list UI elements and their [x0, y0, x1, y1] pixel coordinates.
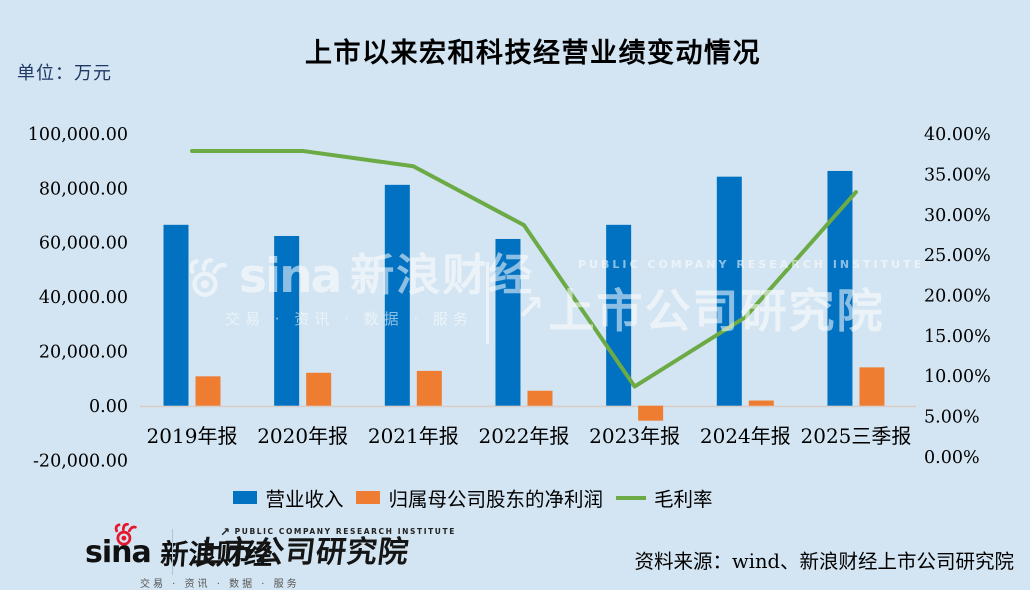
revenue-bar-2019年报 [163, 224, 189, 406]
right-axis-tick: 15.00% [924, 327, 991, 347]
x-axis-label: 2024年报 [700, 424, 791, 448]
margin-line-swatch [616, 495, 646, 500]
left-axis-tick: -20,000.00 [33, 451, 128, 471]
right-axis-tick: 20.00% [924, 287, 991, 307]
profit-bar-2025三季报 [859, 367, 885, 406]
page-title: 上市以来宏和科技经营业绩变动情况 [305, 38, 761, 69]
institute-logo-en: ↗ PUBLIC COMPANY RESEARCH INSTITUTE [220, 524, 456, 539]
right-axis-tick: 30.00% [924, 206, 991, 226]
profit-bar-2021年报 [416, 370, 442, 406]
right-axis-tick: 0.00% [924, 448, 980, 468]
watermark-sina-word: sina [239, 248, 342, 304]
left-axis-tick: 40,000.00 [39, 288, 128, 308]
profit-bar-2019年报 [195, 376, 221, 406]
right-axis-tick: 25.00% [924, 246, 991, 266]
profit-bar-2024年报 [748, 400, 774, 406]
x-axis-label: 2025三季报 [801, 424, 912, 448]
x-axis-label: 2019年报 [147, 424, 238, 448]
revenue-bar-2023年报 [606, 224, 632, 406]
gross-margin-line [190, 148, 858, 389]
left-axis-tick: 80,000.00 [39, 179, 128, 199]
left-axis-tick: 60,000.00 [39, 234, 128, 254]
institute-cn-text: 上市公司研究院 [189, 535, 412, 570]
right-axis-tick: 40.00% [924, 125, 991, 145]
legend-item-profit: 归属母公司股东的净利润 [356, 483, 603, 512]
footer: sina 新浪财经 交易 · 资讯 · 数据 · 服务 ↗ PUBLIC COM… [0, 519, 1030, 590]
revenue-bar-2020年报 [274, 235, 300, 406]
institute-en-text: PUBLIC COMPANY RESEARCH INSTITUTE [234, 527, 456, 536]
watermark-institute-en: PUBLIC COMPANY RESEARCH INSTITUTE [578, 258, 925, 271]
revenue-swatch [233, 491, 258, 504]
profit-swatch [356, 491, 381, 504]
right-axis-tick: 10.00% [924, 367, 991, 387]
revenue-bar-2022年报 [495, 238, 521, 406]
footer-divider [172, 529, 173, 575]
profit-bar-2022年报 [527, 390, 553, 406]
watermark-brand: 新浪财经 [350, 250, 535, 301]
unit-label: 单位：万元 [17, 63, 112, 84]
legend-item-margin: 毛利率 [616, 483, 713, 512]
sina-eye-icon [189, 258, 227, 297]
sina-eye-icon [114, 523, 137, 546]
x-axis-label: 2021年报 [368, 424, 459, 448]
x-axis-label: 2023年报 [589, 424, 680, 448]
legend-label-revenue: 营业收入 [265, 488, 344, 511]
x-axis-label: 2022年报 [479, 424, 570, 448]
institute-watermark: PUBLIC COMPANY RESEARCH INSTITUTE ↗ 上市公司… [516, 258, 924, 341]
watermark-tagline: 交易 · 资讯 · 数据 · 服务 [225, 310, 473, 328]
data-source: 资料来源：wind、新浪财经上市公司研究院 [634, 550, 1014, 573]
profit-bar-2023年报 [638, 405, 664, 421]
revenue-bar-2024年报 [716, 176, 742, 406]
right-axis-tick: 5.00% [924, 408, 980, 428]
left-axis-tick: 20,000.00 [39, 343, 128, 363]
sina-watermark: sina 新浪财经 交易 · 资讯 · 数据 · 服务 [183, 248, 535, 329]
legend-label-profit: 归属母公司股东的净利润 [388, 488, 603, 511]
arrow-up-right-icon: ↗ [516, 288, 547, 328]
left-axis-tick: 100,000.00 [28, 125, 128, 145]
x-axis-label: 2020年报 [257, 424, 348, 448]
revenue-bar-2025三季报 [827, 170, 853, 406]
chart-legend: 营业收入 归属母公司股东的净利润 毛利率 [0, 483, 988, 512]
left-axis-tick: 0.00 [89, 397, 128, 417]
watermark-divider [486, 262, 489, 344]
watermark-institute: 上市公司研究院 [548, 284, 885, 338]
legend-item-revenue: 营业收入 [233, 483, 343, 512]
revenue-bar-2021年报 [384, 184, 410, 406]
legend-label-margin: 毛利率 [654, 488, 713, 511]
arrow-up-right-icon: ↗ [220, 524, 232, 539]
right-axis-tick: 35.00% [924, 166, 991, 186]
profit-bar-2020年报 [306, 372, 332, 406]
institute-logo: ↗ PUBLIC COMPANY RESEARCH INSTITUTE 上市公司… [189, 524, 456, 571]
